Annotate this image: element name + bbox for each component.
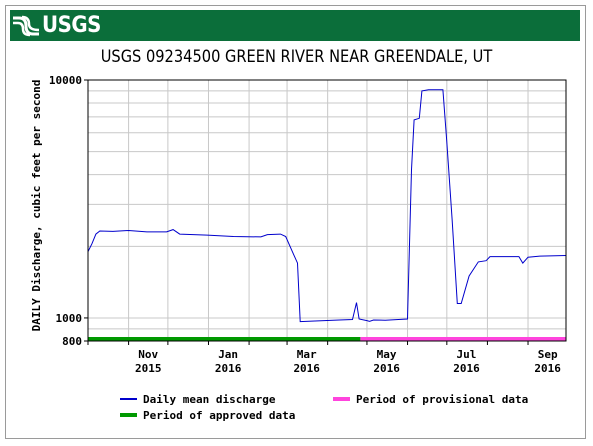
usgs-logo-text: USGS xyxy=(42,13,101,38)
legend-swatch xyxy=(120,413,137,417)
legend-label: Daily mean discharge xyxy=(143,393,276,406)
x-tick-label-month: Jul xyxy=(457,348,477,361)
y-tick-label: 10000 xyxy=(49,74,82,87)
chart-grid xyxy=(88,80,566,341)
x-tick-label-year: 2016 xyxy=(293,362,320,375)
x-tick-label-year: 2015 xyxy=(135,362,162,375)
y-tick-label: 800 xyxy=(62,335,82,348)
legend: Daily mean discharge Period of provisiona… xyxy=(120,393,528,422)
y-axis: 800 1000 10000 xyxy=(49,74,88,348)
x-tick-label-month: Jan xyxy=(218,348,238,361)
legend-label: Period of approved data xyxy=(143,409,295,422)
usgs-wave-icon xyxy=(13,15,40,36)
usgs-banner xyxy=(10,10,580,41)
x-tick-label-year: 2016 xyxy=(453,362,480,375)
x-tick-label-month: Nov xyxy=(138,348,158,361)
x-tick-label-month: May xyxy=(377,348,397,361)
period-bar xyxy=(88,337,361,341)
x-axis: Nov2015Jan2016Mar2016May2016Jul2016Sep20… xyxy=(87,341,561,375)
x-tick-label-year: 2016 xyxy=(373,362,400,375)
series-line xyxy=(87,89,567,323)
series-layer xyxy=(87,89,567,323)
legend-swatch xyxy=(333,397,350,401)
plot-border xyxy=(87,79,567,342)
x-tick-label-year: 2016 xyxy=(534,362,561,375)
x-tick-label-month: Sep xyxy=(538,348,558,361)
y-tick-label: 1000 xyxy=(56,312,83,325)
x-tick-label-year: 2016 xyxy=(215,362,242,375)
x-tick-label-month: Mar xyxy=(297,348,317,361)
period-bar xyxy=(360,337,566,341)
legend-swatch xyxy=(120,398,137,400)
plot-background xyxy=(88,80,566,341)
y-axis-label: DAILY Discharge, cubic feet per second xyxy=(30,80,43,332)
usgs-logo: USGS xyxy=(12,12,101,39)
legend-label: Period of provisional data xyxy=(356,393,528,406)
period-bars xyxy=(88,337,566,341)
chart-title: USGS 09234500 GREEN RIVER NEAR GREENDALE… xyxy=(100,47,493,67)
